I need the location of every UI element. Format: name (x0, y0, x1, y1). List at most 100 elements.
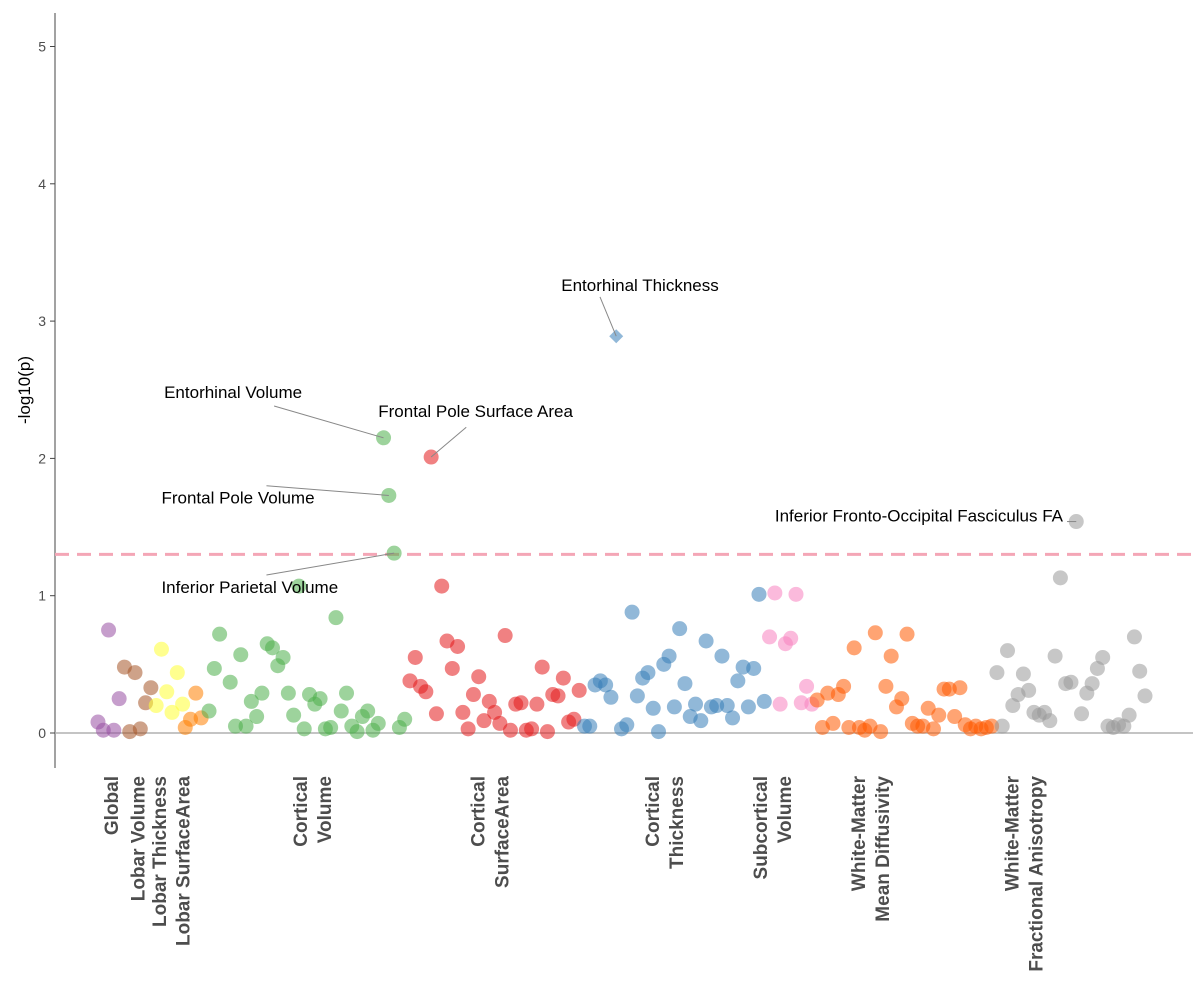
data-point (360, 703, 376, 719)
category-label: Lobar Volume (129, 776, 150, 901)
data-point (233, 647, 249, 663)
data-point (666, 699, 682, 715)
y-tick-label: 4 (38, 176, 46, 192)
data-point (709, 698, 725, 714)
data-point (397, 711, 413, 727)
data-point (296, 721, 312, 737)
series-wm_fa (989, 514, 1153, 736)
data-point (450, 639, 466, 655)
data-point (159, 684, 175, 700)
annotation-leader (599, 296, 617, 337)
data-point (434, 578, 450, 594)
data-point (323, 720, 339, 736)
category-label: Global (102, 776, 123, 835)
annotation-label: Frontal Pole Surface Area (378, 402, 573, 421)
y-tick-label: 5 (38, 39, 46, 55)
data-point (624, 604, 640, 620)
data-point (767, 585, 783, 601)
data-point (947, 709, 963, 725)
data-point (153, 641, 169, 657)
data-point (106, 722, 122, 738)
category-label: SurfaceArea (492, 776, 513, 888)
data-point (238, 718, 254, 734)
data-point (746, 660, 762, 676)
data-point (751, 586, 767, 602)
data-point (640, 665, 656, 681)
data-point (265, 640, 280, 656)
data-point (1052, 570, 1068, 586)
data-point (1137, 688, 1153, 704)
data-point (291, 578, 307, 594)
data-point (984, 718, 1000, 734)
data-point (407, 649, 423, 665)
data-point (164, 704, 180, 720)
data-point (428, 706, 444, 722)
data-point (1000, 643, 1016, 659)
data-point (836, 678, 852, 694)
data-point (370, 715, 386, 731)
data-point (762, 629, 778, 645)
data-point (931, 707, 947, 723)
y-tick-label: 3 (38, 313, 46, 329)
data-point (286, 707, 302, 723)
data-point (719, 698, 735, 714)
category-label: Lobar SurfaceArea (174, 776, 195, 946)
data-point (645, 700, 661, 716)
data-point (529, 696, 545, 712)
category-label: Subcortical (751, 776, 772, 879)
data-point (841, 720, 857, 736)
data-points (90, 329, 1153, 740)
category-global: Global (102, 776, 123, 835)
category-label: Thickness (667, 776, 688, 869)
data-point (275, 649, 291, 665)
data-point (212, 626, 228, 642)
data-point (132, 721, 148, 737)
data-point (571, 682, 587, 698)
series-subcortical_volume (762, 585, 820, 712)
data-point (994, 718, 1010, 734)
data-point (101, 622, 117, 638)
data-point (471, 669, 487, 685)
category-cortical_thickness: Cortical Thickness (643, 776, 688, 869)
data-point (1015, 666, 1031, 682)
data-point (1047, 648, 1063, 664)
annotation-label: Frontal Pole Volume (161, 489, 314, 508)
category-label: Volume (775, 776, 796, 843)
data-point (148, 698, 164, 714)
category-label: Cortical (643, 776, 664, 847)
data-point (788, 586, 804, 602)
data-point (878, 678, 894, 694)
data-point (555, 670, 571, 686)
data-point (598, 677, 614, 693)
data-point (169, 665, 185, 681)
annotation-label: Entorhinal Thickness (561, 276, 719, 295)
data-point (688, 696, 704, 712)
data-point (846, 640, 862, 656)
data-point (714, 648, 730, 664)
data-point (873, 724, 889, 740)
data-point (349, 724, 365, 740)
data-point (524, 721, 540, 737)
data-point (111, 691, 127, 707)
data-point (201, 703, 217, 719)
series-cortical_surface (402, 449, 587, 740)
data-point (629, 688, 645, 704)
data-point (783, 630, 799, 646)
data-point (1121, 707, 1137, 723)
category-cortical_volume: Cortical Volume (291, 776, 336, 847)
data-point (1126, 629, 1142, 645)
annotation-leader (273, 405, 384, 439)
data-point (772, 696, 788, 712)
data-point (920, 700, 936, 716)
category-label: Mean Diffusivity (873, 776, 894, 922)
data-point (222, 674, 238, 690)
category-lobar_thickness: Lobar Thickness (150, 776, 171, 927)
data-point (550, 688, 566, 704)
data-point (661, 648, 677, 664)
series-wm_md (809, 625, 1000, 740)
y-tick-label: 2 (38, 450, 46, 466)
data-point (206, 660, 222, 676)
data-point (1095, 649, 1111, 665)
data-point (1021, 682, 1037, 698)
